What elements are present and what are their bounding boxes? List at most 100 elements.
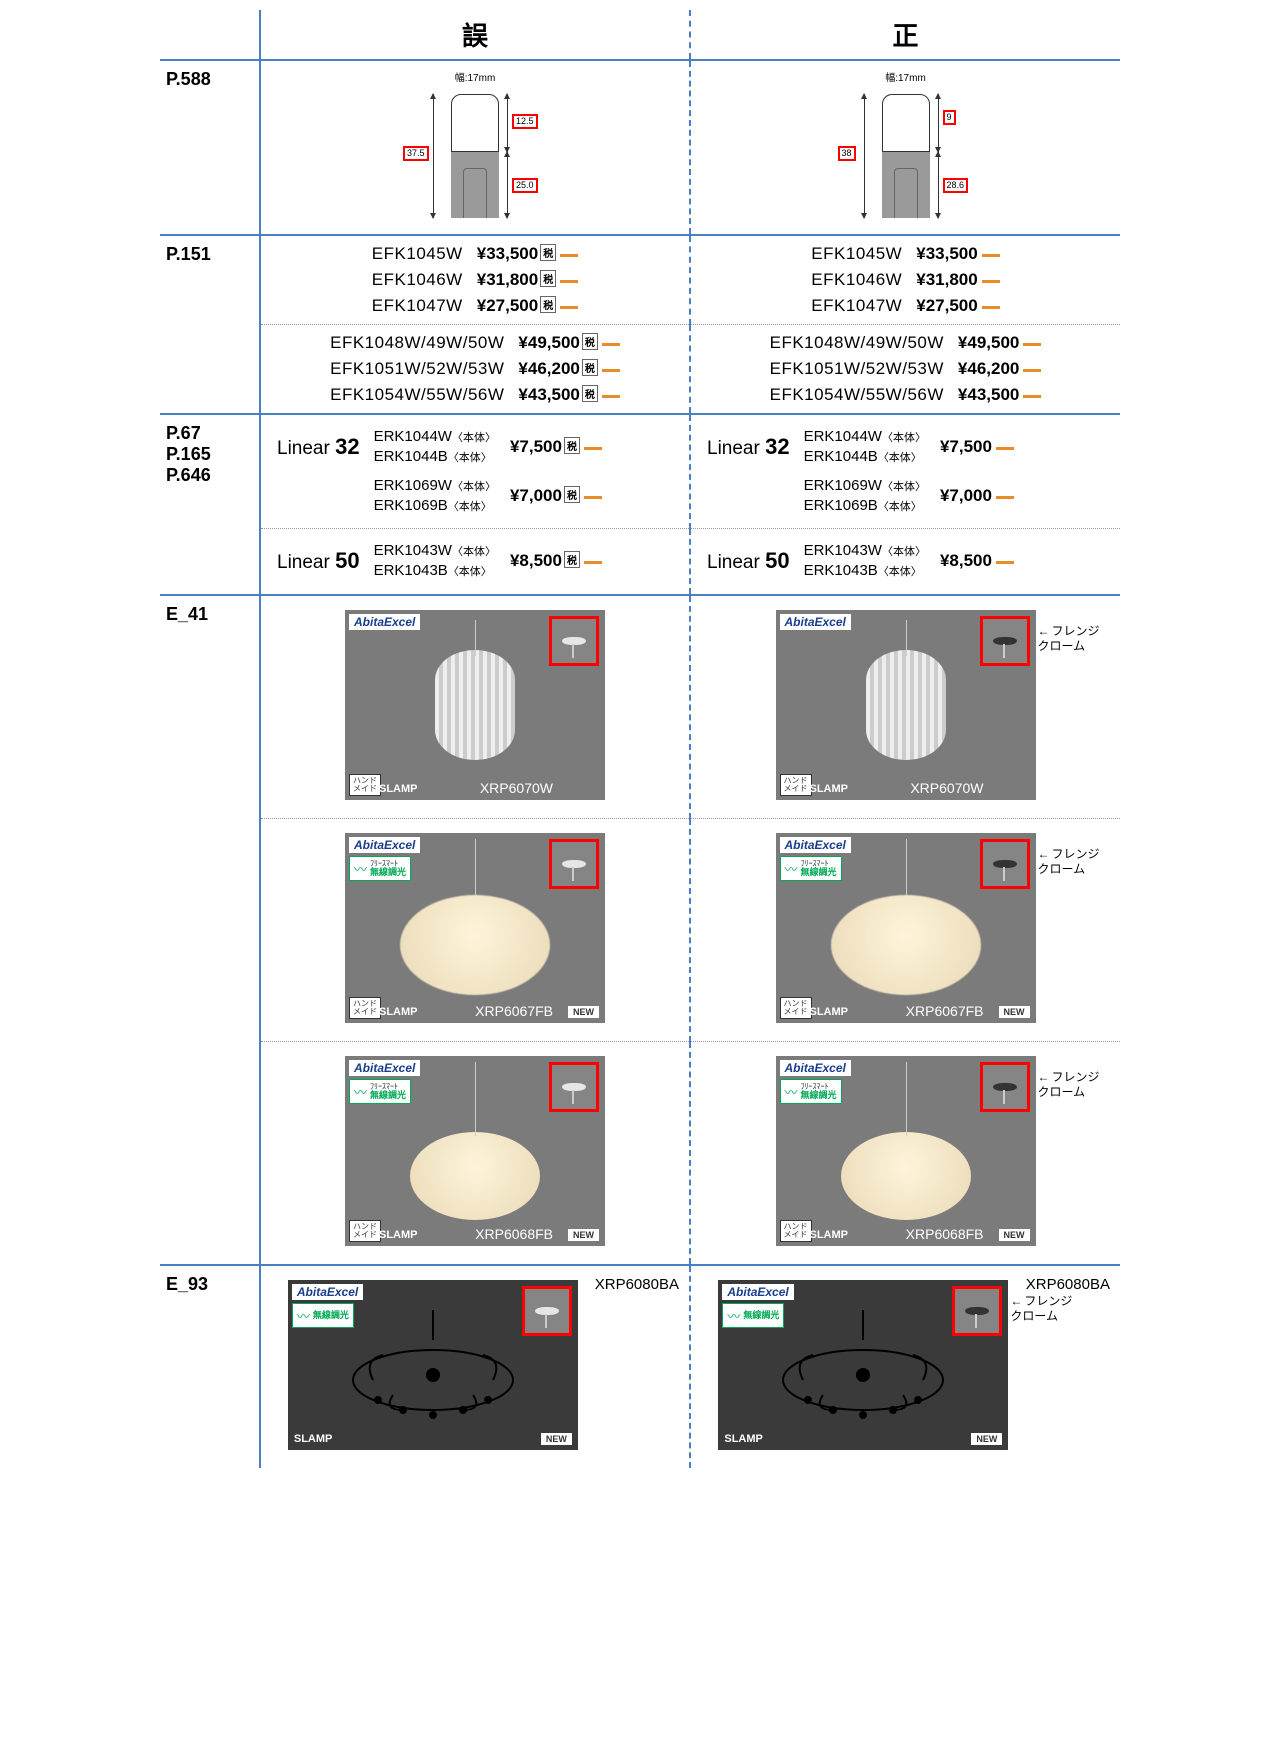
page-label-2: P.165 xyxy=(166,444,253,465)
page-label: E_93 xyxy=(160,1265,260,1468)
highlight-underline xyxy=(602,369,620,372)
pendant-icon xyxy=(425,650,525,770)
highlight-underline xyxy=(602,343,620,346)
wireless-badge: 〰ﾌﾘｰｽﾏｰﾄ無線調光 xyxy=(780,1079,842,1104)
highlight-underline xyxy=(560,254,578,257)
price-row: EFK1047W ¥27,500税 xyxy=(372,296,578,316)
wireless-icon: 〰 xyxy=(354,1082,367,1101)
row-e41-t2: AbitaExcel〰ﾌﾘｰｽﾏｰﾄ無線調光ハンドメイドSLAMPNEWXRP6… xyxy=(160,818,1120,1041)
header-incorrect: 誤 xyxy=(260,10,690,60)
linear-label: Linear 50 xyxy=(277,548,360,574)
price-row: EFK1047W¥27,500 xyxy=(811,296,999,316)
price: ¥49,500税 xyxy=(518,333,619,353)
product-tile: AbitaExcelハンドメイドSLAMPXRP6070W xyxy=(345,610,605,800)
brand-badge: AbitaExcel xyxy=(349,614,420,630)
highlight-underline xyxy=(982,254,1000,257)
shape-inner xyxy=(463,168,487,218)
header-row: 誤 正 xyxy=(160,10,1120,60)
product-tile: AbitaExcel〰無線調光SLAMPNEWフレンジクローム xyxy=(718,1280,1008,1450)
highlight-underline xyxy=(982,306,1000,309)
page-label: E_41 xyxy=(160,595,260,1265)
flange-icon xyxy=(535,1307,559,1315)
pendant-icon xyxy=(410,1132,540,1220)
price-row: EFK1051W/52W/53W¥46,200 xyxy=(770,359,1042,379)
product-code: EFK1047W xyxy=(372,296,463,316)
brand-badge: AbitaExcel xyxy=(780,837,851,853)
product-code: EFK1046W xyxy=(811,270,902,290)
highlight-underline xyxy=(584,447,602,450)
product-code: XRP6067FB xyxy=(475,1003,553,1019)
price-row: EFK1048W/49W/50W¥49,500税 xyxy=(330,333,620,353)
slamp-logo: SLAMP xyxy=(379,783,418,795)
wireless-icon: 〰 xyxy=(297,1306,310,1325)
width-label: 幅:17mm xyxy=(410,69,540,84)
shape-top xyxy=(882,94,930,152)
dim-bottom: 25.0 xyxy=(512,178,538,193)
chandelier-icon xyxy=(763,1310,963,1430)
highlight-underline xyxy=(584,561,602,564)
product-code: EFK1048W/49W/50W xyxy=(770,333,944,353)
price: ¥7,500税 xyxy=(510,437,602,457)
highlight-underline xyxy=(996,496,1014,499)
slamp-logo: SLAMP xyxy=(379,1006,418,1018)
flange-icon xyxy=(993,860,1017,868)
code-pair: ERK1043W〈本体〉ERK1043B〈本体〉 xyxy=(804,541,926,582)
flange-note: フレンジクローム xyxy=(1038,847,1108,878)
cor-cell: 幅:17mm 38 9 28.6 xyxy=(690,60,1120,235)
err-cell: EFK1045W¥33,500税EFK1046W¥31,800税EFK1047W… xyxy=(260,235,690,325)
arrow-bottom xyxy=(938,152,939,218)
price-row: EFK1048W/49W/50W ¥49,500 xyxy=(770,333,1042,353)
product-code: XRP6070W xyxy=(910,780,983,796)
dim-bottom: 28.6 xyxy=(943,178,969,193)
wireless-badge: 〰ﾌﾘｰｽﾏｰﾄ無線調光 xyxy=(349,856,411,881)
dim-total: 38 xyxy=(838,146,856,161)
flange-icon xyxy=(993,1083,1017,1091)
product-code: EFK1047W xyxy=(811,296,902,316)
product-code: EFK1045W xyxy=(372,244,463,264)
row-p151-g2: EFK1048W/49W/50W¥49,500税EFK1051W/52W/53W… xyxy=(160,325,1120,415)
highlight-underline xyxy=(1023,395,1041,398)
shape-top xyxy=(451,94,499,152)
highlight-underline xyxy=(982,280,1000,283)
product-tile: AbitaExcelハンドメイドSLAMPXRP6070Wフレンジクローム xyxy=(776,610,1036,800)
brand-badge: AbitaExcel xyxy=(349,1060,420,1076)
arrow-total xyxy=(864,94,865,218)
brand-badge: AbitaExcel xyxy=(780,614,851,630)
price: ¥49,500 xyxy=(958,333,1041,353)
price: ¥33,500 xyxy=(916,244,999,264)
product-code: EFK1051W/52W/53W xyxy=(330,359,504,379)
handmade-badge: ハンドメイド xyxy=(349,774,381,796)
product-code: EFK1045W xyxy=(811,244,902,264)
tax-badge: 税 xyxy=(582,333,598,350)
code-pair: ERK1043W〈本体〉ERK1043B〈本体〉 xyxy=(374,541,496,582)
tax-badge: 税 xyxy=(564,437,580,454)
slamp-logo: SLAMP xyxy=(810,783,849,795)
flange-note: フレンジクローム xyxy=(1038,1070,1108,1101)
row-p588: P.588 幅:17mm 37.5 12.5 25.0 幅:17mm xyxy=(160,60,1120,235)
linear-label: Linear 32 xyxy=(707,434,790,460)
arrow-total xyxy=(433,94,434,218)
price: ¥27,500税 xyxy=(477,296,578,316)
dimension-diagram: 幅:17mm 37.5 12.5 25.0 xyxy=(410,69,540,226)
price-row: EFK1045W ¥33,500 xyxy=(811,244,999,264)
wireless-badge: 〰ﾌﾘｰｽﾏｰﾄ無線調光 xyxy=(780,856,842,881)
flange-highlight xyxy=(980,616,1030,666)
linear-group: Linear 50 ERK1043W〈本体〉ERK1043B〈本体〉 ¥8,500税 xyxy=(271,537,679,586)
dimension-diagram: 幅:17mm 38 9 28.6 xyxy=(841,69,971,226)
tax-badge: 税 xyxy=(582,385,598,402)
code-pair: ERK1069W〈本体〉ERK1069B〈本体〉 xyxy=(804,476,926,517)
cor-cell: EFK1045W¥33,500EFK1046W¥31,800EFK1047W¥2… xyxy=(690,235,1120,325)
tax-badge: 税 xyxy=(564,486,580,503)
price: ¥8,500税 xyxy=(510,551,602,571)
wireless-icon: 〰 xyxy=(785,1082,798,1101)
linear-group: Linear 32ERK1069W〈本体〉ERK1069B〈本体〉¥7,000税 xyxy=(271,472,679,521)
linear-group: Linear 32ERK1044W〈本体〉ERK1044B〈本体〉¥7,500税 xyxy=(271,423,679,472)
price: ¥7,500 xyxy=(940,437,1014,457)
flange-note: フレンジクローム xyxy=(1010,1294,1080,1325)
new-badge: NEW xyxy=(568,1229,599,1241)
product-code: XRP6068FB xyxy=(906,1226,984,1242)
flange-highlight xyxy=(549,1062,599,1112)
brand-badge: AbitaExcel xyxy=(349,837,420,853)
price: ¥31,800税 xyxy=(477,270,578,290)
tax-badge: 税 xyxy=(540,270,556,287)
